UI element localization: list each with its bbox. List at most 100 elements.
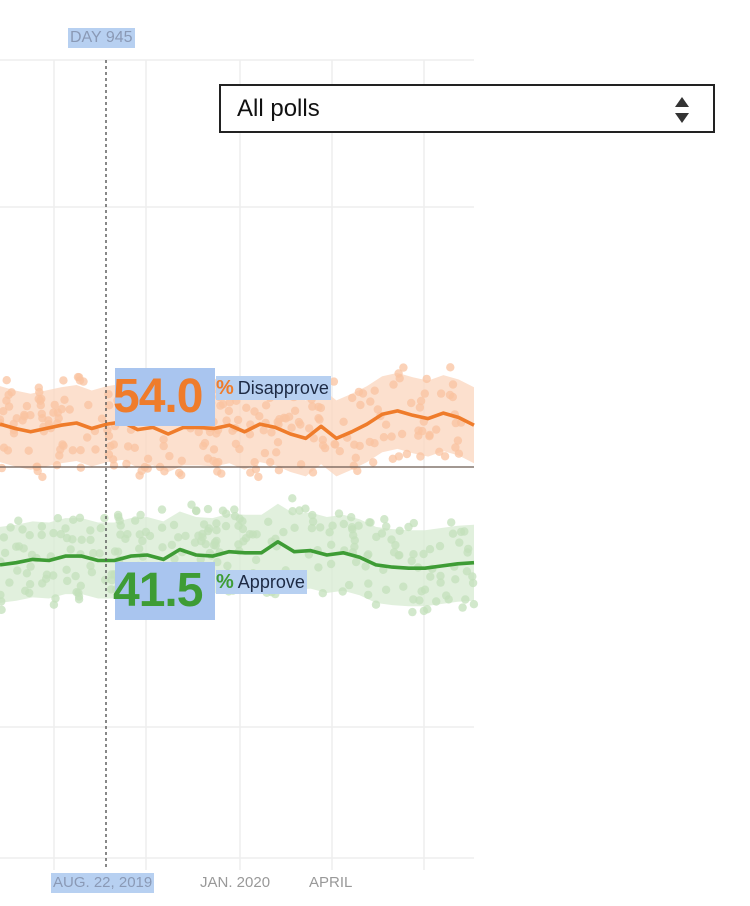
disapprove-poll-dot [83, 433, 92, 442]
approve-poll-dot [76, 581, 86, 590]
disapprove-poll-dot [330, 439, 339, 449]
disapprove-poll-dot [436, 389, 446, 398]
poll-filter-select[interactable]: All polls [219, 84, 715, 133]
approve-poll-dot [0, 548, 10, 558]
approve-poll-dot [364, 579, 373, 588]
approve-poll-dot [0, 533, 9, 542]
approve-poll-dot [307, 524, 317, 533]
approve-poll-dot [469, 600, 479, 609]
approve-poll-dot [61, 524, 70, 533]
approve-poll-dot [14, 516, 23, 525]
approve-poll-dot [27, 550, 37, 560]
approve-poll-dot [18, 525, 27, 534]
approve-poll-dot [389, 548, 399, 557]
disapprove-label: Disapprove [237, 377, 329, 398]
approve-poll-dot [461, 595, 470, 604]
approve-poll-dot [86, 535, 95, 545]
disapprove-poll-dot [451, 443, 460, 452]
approve-poll-dot [387, 535, 396, 544]
approve-poll-dot [37, 530, 46, 540]
approve-poll-dot [22, 569, 32, 578]
disapprove-poll-dot [75, 373, 84, 382]
disapprove-poll-dot [103, 425, 112, 435]
disapprove-poll-dot [287, 423, 296, 432]
approve-label-highlight: % Approve [216, 570, 307, 594]
approve-poll-dot [328, 521, 337, 530]
disapprove-poll-dot [24, 446, 33, 455]
approve-poll-dot [115, 516, 124, 525]
approve-poll-dot [181, 531, 190, 541]
disapprove-poll-dot [58, 440, 67, 449]
updown-arrows-icon [675, 97, 689, 123]
disapprove-poll-dot [397, 429, 407, 439]
disapprove-poll-dot [159, 435, 168, 444]
disapprove-poll-dot [242, 403, 251, 412]
disapprove-poll-dot [65, 405, 74, 414]
approve-poll-dot [158, 543, 167, 552]
disapprove-poll-dot [365, 437, 374, 447]
disapprove-value-highlight [115, 368, 215, 426]
disapprove-poll-dot [351, 453, 360, 462]
disapprove-poll-dot [0, 415, 5, 424]
approve-poll-dot [409, 595, 418, 604]
approve-poll-dot [213, 557, 222, 567]
approve-poll-dot [252, 530, 261, 539]
approve-poll-dot [436, 578, 445, 587]
disapprove-poll-dot [335, 447, 344, 456]
approve-label: Approve [237, 571, 305, 592]
approve-poll-dot [420, 585, 430, 594]
disapprove-poll-dot [402, 449, 412, 459]
approve-poll-dot [199, 520, 209, 529]
disapprove-poll-dot [274, 466, 284, 475]
approve-poll-dot [468, 578, 478, 588]
approve-poll-dot [344, 580, 354, 590]
disapprove-poll-dot [296, 420, 305, 429]
approve-poll-dot [135, 544, 144, 553]
approve-poll-dot [377, 529, 387, 538]
approve-poll-dot [308, 510, 317, 520]
approve-poll-dot [174, 533, 183, 542]
approve-poll-dot [135, 530, 144, 539]
approve-poll-dot [107, 570, 116, 579]
approve-poll-dot [25, 588, 34, 598]
disapprove-poll-dot [381, 420, 391, 429]
disapprove-poll-dot [318, 441, 328, 450]
disapprove-poll-dot [159, 441, 168, 451]
approve-poll-dot [288, 494, 297, 503]
disapprove-poll-dot [222, 416, 231, 425]
approve-poll-dot [350, 536, 359, 545]
disapprove-poll-dot [34, 394, 43, 404]
disapprove-poll-dot [214, 457, 223, 467]
approve-value-highlight [115, 562, 215, 620]
approve-poll-dot [77, 535, 86, 544]
disapprove-poll-dot [369, 458, 378, 467]
approve-poll-dot [89, 549, 98, 558]
disapprove-poll-dot [407, 398, 416, 408]
trend-lines [0, 409, 475, 570]
disapprove-poll-dot [38, 472, 47, 482]
approve-poll-dot [279, 527, 288, 537]
approve-poll-dot [325, 528, 334, 537]
disapprove-poll-dot [358, 389, 368, 398]
disapprove-poll-dot [305, 424, 314, 433]
disapprove-poll-dot [296, 460, 306, 469]
disapprove-poll-dot [60, 395, 69, 404]
disapprove-poll-dot [388, 454, 397, 463]
disapprove-poll-dot [250, 407, 259, 416]
approve-poll-dot [95, 549, 104, 558]
approve-percent-sign: % [216, 570, 234, 593]
disapprove-value: 54.0 [113, 370, 203, 423]
approve-poll-dot [212, 519, 221, 528]
disapprove-poll-dot [394, 369, 403, 378]
disapprove-percent-sign: % [216, 376, 234, 399]
disapprove-poll-dot [350, 440, 359, 449]
approve-poll-dot [62, 576, 72, 586]
approve-poll-dot [87, 568, 97, 577]
disapprove-poll-dot [105, 401, 114, 410]
approve-poll-dot [308, 517, 318, 526]
approve-poll-dot [419, 549, 428, 559]
disapprove-poll-dot [399, 363, 408, 372]
disapprove-poll-dot [285, 412, 294, 421]
approve-poll-dot [25, 580, 35, 589]
